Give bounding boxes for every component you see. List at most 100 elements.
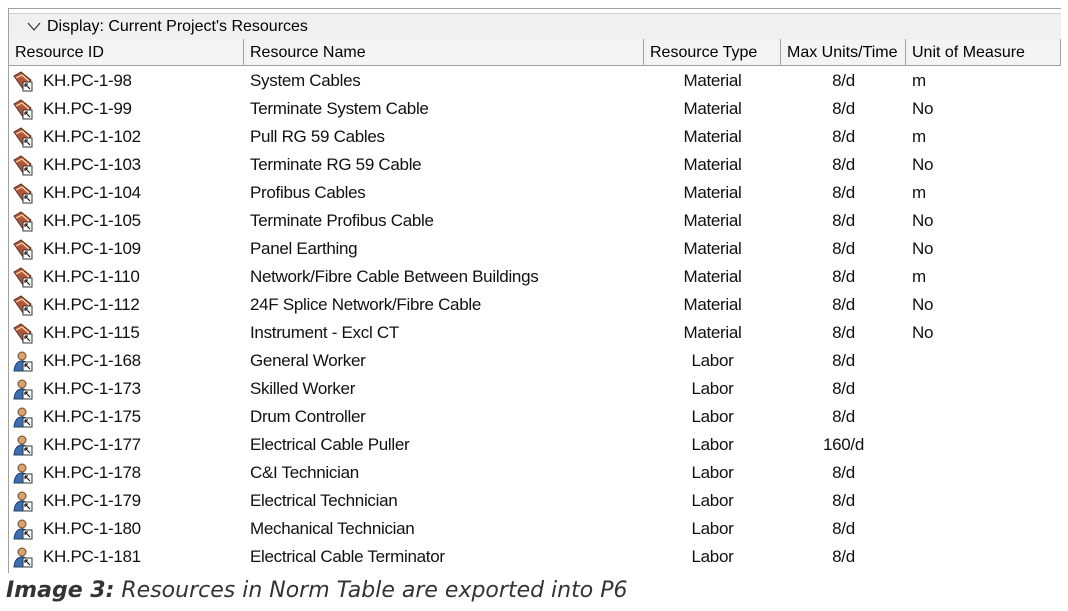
max-units: 8/d [832, 71, 855, 90]
resource-id: KH.PC-1-110 [43, 267, 140, 286]
max-units: 8/d [832, 155, 855, 174]
max-units: 8/d [832, 211, 855, 230]
collapse-icon[interactable] [27, 22, 41, 32]
resource-icon [11, 378, 33, 400]
resource-name: Pull RG 59 Cables [250, 127, 385, 146]
max-units: 8/d [832, 407, 855, 426]
resource-name: Instrument - Excl CT [250, 323, 399, 342]
resource-id: KH.PC-1-102 [43, 127, 141, 146]
resource-name: System Cables [250, 71, 361, 90]
resource-icon [11, 546, 33, 568]
column-header: Resource Type [644, 39, 781, 66]
resource-icon [11, 266, 33, 288]
resource-name: Terminate RG 59 Cable [250, 155, 422, 174]
resource-type: Labor [691, 351, 734, 370]
resource-name: Panel Earthing [250, 239, 358, 258]
resource-type: Labor [691, 519, 734, 538]
max-units: 8/d [832, 519, 855, 538]
resource-name: Electrical Cable Terminator [250, 547, 445, 566]
resource-id: KH.PC-1-104 [43, 183, 141, 202]
resource-type: Material [683, 155, 742, 174]
resource-id: KH.PC-1-179 [43, 491, 141, 510]
resource-id: KH.PC-1-175 [43, 407, 141, 426]
resource-id: KH.PC-1-109 [43, 239, 141, 258]
column-header: Unit of Measure [906, 39, 1061, 66]
resource-icon [11, 322, 33, 344]
unit-of-measure: m [912, 267, 926, 286]
resource-name: Terminate Profibus Cable [250, 211, 434, 230]
resource-id: KH.PC-1-105 [43, 211, 141, 230]
resource-icon [11, 406, 33, 428]
max-units: 8/d [832, 547, 855, 566]
resource-type: Labor [691, 435, 734, 454]
max-units: 8/d [832, 239, 855, 258]
resource-name: Electrical Cable Puller [250, 435, 410, 454]
resource-id: KH.PC-1-168 [43, 351, 141, 370]
resource-type: Labor [691, 407, 734, 426]
max-units: 8/d [832, 463, 855, 482]
unit-of-measure: m [912, 127, 926, 146]
resource-type: Labor [691, 547, 734, 566]
resource-icon [11, 238, 33, 260]
resource-icon [11, 70, 33, 92]
max-units: 8/d [832, 183, 855, 202]
resource-type: Labor [691, 379, 734, 398]
display-title: Display: Current Project's Resources [47, 18, 308, 35]
resource-name: Network/Fibre Cable Between Buildings [250, 267, 539, 286]
resource-name: Electrical Technician [250, 491, 398, 510]
resource-type: Material [683, 323, 742, 342]
resource-icon [11, 350, 33, 372]
resource-type: Labor [691, 463, 734, 482]
resource-name: C&I Technician [250, 463, 359, 482]
unit-of-measure: No [912, 323, 934, 342]
resource-type: Labor [691, 491, 734, 510]
resource-type: Material [683, 99, 742, 118]
max-units: 8/d [832, 379, 855, 398]
resource-id: KH.PC-1-177 [43, 435, 141, 454]
resource-name: General Worker [250, 351, 366, 370]
resource-type: Material [683, 211, 742, 230]
resource-icon [11, 154, 33, 176]
resource-id: KH.PC-1-103 [43, 155, 141, 174]
resource-name: Terminate System Cable [250, 99, 429, 118]
resource-icon [11, 518, 33, 540]
resource-icon [11, 126, 33, 148]
resource-id: KH.PC-1-98 [43, 71, 132, 90]
unit-of-measure: m [912, 71, 926, 90]
resource-type: Material [683, 267, 742, 286]
resource-type: Material [683, 239, 742, 258]
resource-type: Material [683, 295, 742, 314]
unit-of-measure: No [912, 155, 934, 174]
caption: Image 3: Resources in Norm Table are exp… [6, 578, 627, 603]
unit-of-measure: No [912, 211, 934, 230]
resource-name: Profibus Cables [250, 183, 366, 202]
resource-type: Material [683, 183, 742, 202]
resource-type: Material [683, 127, 742, 146]
resource-name: Mechanical Technician [250, 519, 415, 538]
max-units: 8/d [832, 323, 855, 342]
resource-id: KH.PC-1-180 [43, 519, 141, 538]
max-units: 8/d [832, 491, 855, 510]
max-units: 8/d [832, 99, 855, 118]
resource-name: Skilled Worker [250, 379, 356, 398]
column-header: Max Units/Time [781, 39, 906, 66]
display-bar[interactable]: Display: Current Project's Resources [9, 13, 1061, 40]
resource-id: KH.PC-1-178 [43, 463, 141, 482]
resource-grid: Display: Current Project's Resources Res… [8, 8, 1061, 573]
resource-icon [11, 462, 33, 484]
max-units: 8/d [832, 295, 855, 314]
unit-of-measure: m [912, 183, 926, 202]
column-header: Resource ID [9, 39, 244, 66]
resource-type: Material [683, 71, 742, 90]
resource-id: KH.PC-1-173 [43, 379, 141, 398]
resource-id: KH.PC-1-99 [43, 99, 132, 118]
unit-of-measure: No [912, 295, 934, 314]
resource-icon [11, 294, 33, 316]
resource-name: Drum Controller [250, 407, 366, 426]
resource-icon [11, 434, 33, 456]
resource-icon [11, 98, 33, 120]
resource-icon [11, 210, 33, 232]
resource-icon [11, 490, 33, 512]
caption-text: Resources in Norm Table are exported int… [121, 578, 628, 603]
